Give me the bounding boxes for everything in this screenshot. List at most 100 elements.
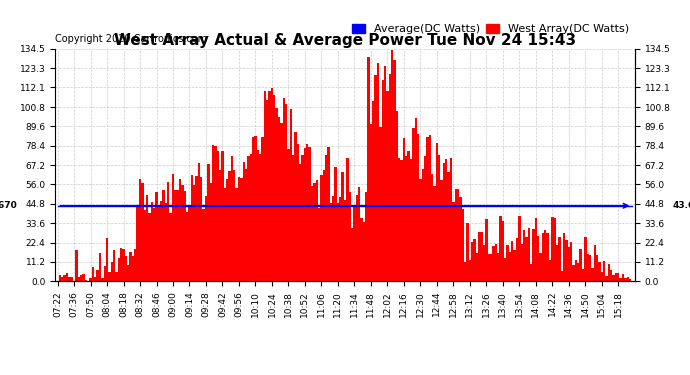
Bar xyxy=(582,269,584,281)
Bar xyxy=(412,129,415,281)
Bar xyxy=(420,179,422,281)
Bar xyxy=(530,264,532,281)
Bar xyxy=(299,164,302,281)
Bar xyxy=(210,183,212,281)
Bar xyxy=(452,202,455,281)
Bar xyxy=(424,156,426,281)
Bar xyxy=(335,166,337,281)
Bar xyxy=(509,252,511,281)
Bar xyxy=(462,209,464,281)
Bar xyxy=(155,192,158,281)
Bar xyxy=(443,164,445,281)
Bar xyxy=(339,196,342,281)
Bar xyxy=(226,179,228,281)
Bar xyxy=(306,144,308,281)
Bar xyxy=(485,219,488,281)
Bar xyxy=(160,201,162,281)
Bar xyxy=(589,255,591,281)
Text: 43.670: 43.670 xyxy=(673,201,690,210)
Bar xyxy=(466,223,469,281)
Bar xyxy=(266,100,268,281)
Bar xyxy=(162,190,165,281)
Bar xyxy=(153,208,155,281)
Bar xyxy=(370,124,372,281)
Bar xyxy=(471,242,473,281)
Bar xyxy=(73,280,75,281)
Bar xyxy=(528,228,530,281)
Bar xyxy=(230,156,233,281)
Bar xyxy=(205,196,207,281)
Bar xyxy=(268,91,270,281)
Bar xyxy=(358,187,360,281)
Bar xyxy=(627,278,629,281)
Bar xyxy=(577,263,580,281)
Bar xyxy=(94,277,97,281)
Bar xyxy=(198,162,200,281)
Bar xyxy=(158,205,160,281)
Bar xyxy=(325,155,327,281)
Bar xyxy=(386,91,388,281)
Bar xyxy=(367,57,370,281)
Bar xyxy=(395,111,398,281)
Bar xyxy=(492,246,495,281)
Bar xyxy=(560,271,563,281)
Bar xyxy=(393,60,395,281)
Bar xyxy=(120,249,122,281)
Bar xyxy=(438,155,440,281)
Bar xyxy=(398,158,400,281)
Bar xyxy=(525,237,528,281)
Bar xyxy=(596,255,598,281)
Bar xyxy=(593,245,596,281)
Bar xyxy=(351,228,353,281)
Bar xyxy=(219,170,221,281)
Bar xyxy=(193,185,195,281)
Bar xyxy=(292,155,295,281)
Bar xyxy=(146,195,148,281)
Bar xyxy=(608,264,610,281)
Bar xyxy=(214,146,217,281)
Bar xyxy=(372,101,375,281)
Bar xyxy=(63,275,66,281)
Bar xyxy=(563,233,565,281)
Bar xyxy=(332,196,335,281)
Bar xyxy=(125,256,127,281)
Bar xyxy=(495,244,497,281)
Bar xyxy=(228,171,230,281)
Bar xyxy=(308,147,310,281)
Bar xyxy=(488,254,490,281)
Bar xyxy=(377,63,380,281)
Title: West Array Actual & Average Power Tue Nov 24 15:43: West Array Actual & Average Power Tue No… xyxy=(114,33,576,48)
Bar xyxy=(61,278,63,281)
Bar xyxy=(433,186,435,281)
Bar xyxy=(520,244,523,281)
Bar xyxy=(415,118,417,281)
Bar xyxy=(132,256,134,281)
Bar xyxy=(264,91,266,281)
Bar xyxy=(320,175,323,281)
Bar xyxy=(59,274,61,281)
Bar xyxy=(591,268,593,281)
Bar xyxy=(127,266,130,281)
Bar xyxy=(139,179,141,281)
Bar xyxy=(348,192,351,281)
Bar xyxy=(170,213,172,281)
Bar xyxy=(431,174,433,281)
Bar xyxy=(297,144,299,281)
Bar xyxy=(92,267,94,281)
Bar xyxy=(240,178,242,281)
Bar xyxy=(150,202,153,281)
Bar xyxy=(184,190,186,281)
Bar xyxy=(255,136,257,281)
Bar xyxy=(380,127,382,281)
Bar xyxy=(259,154,262,281)
Bar xyxy=(405,156,407,281)
Bar xyxy=(622,274,624,281)
Bar xyxy=(181,185,184,281)
Bar xyxy=(497,253,500,281)
Bar xyxy=(275,108,278,281)
Bar xyxy=(353,206,355,281)
Bar xyxy=(435,143,438,281)
Bar xyxy=(584,237,586,281)
Bar xyxy=(207,164,210,281)
Bar xyxy=(144,210,146,281)
